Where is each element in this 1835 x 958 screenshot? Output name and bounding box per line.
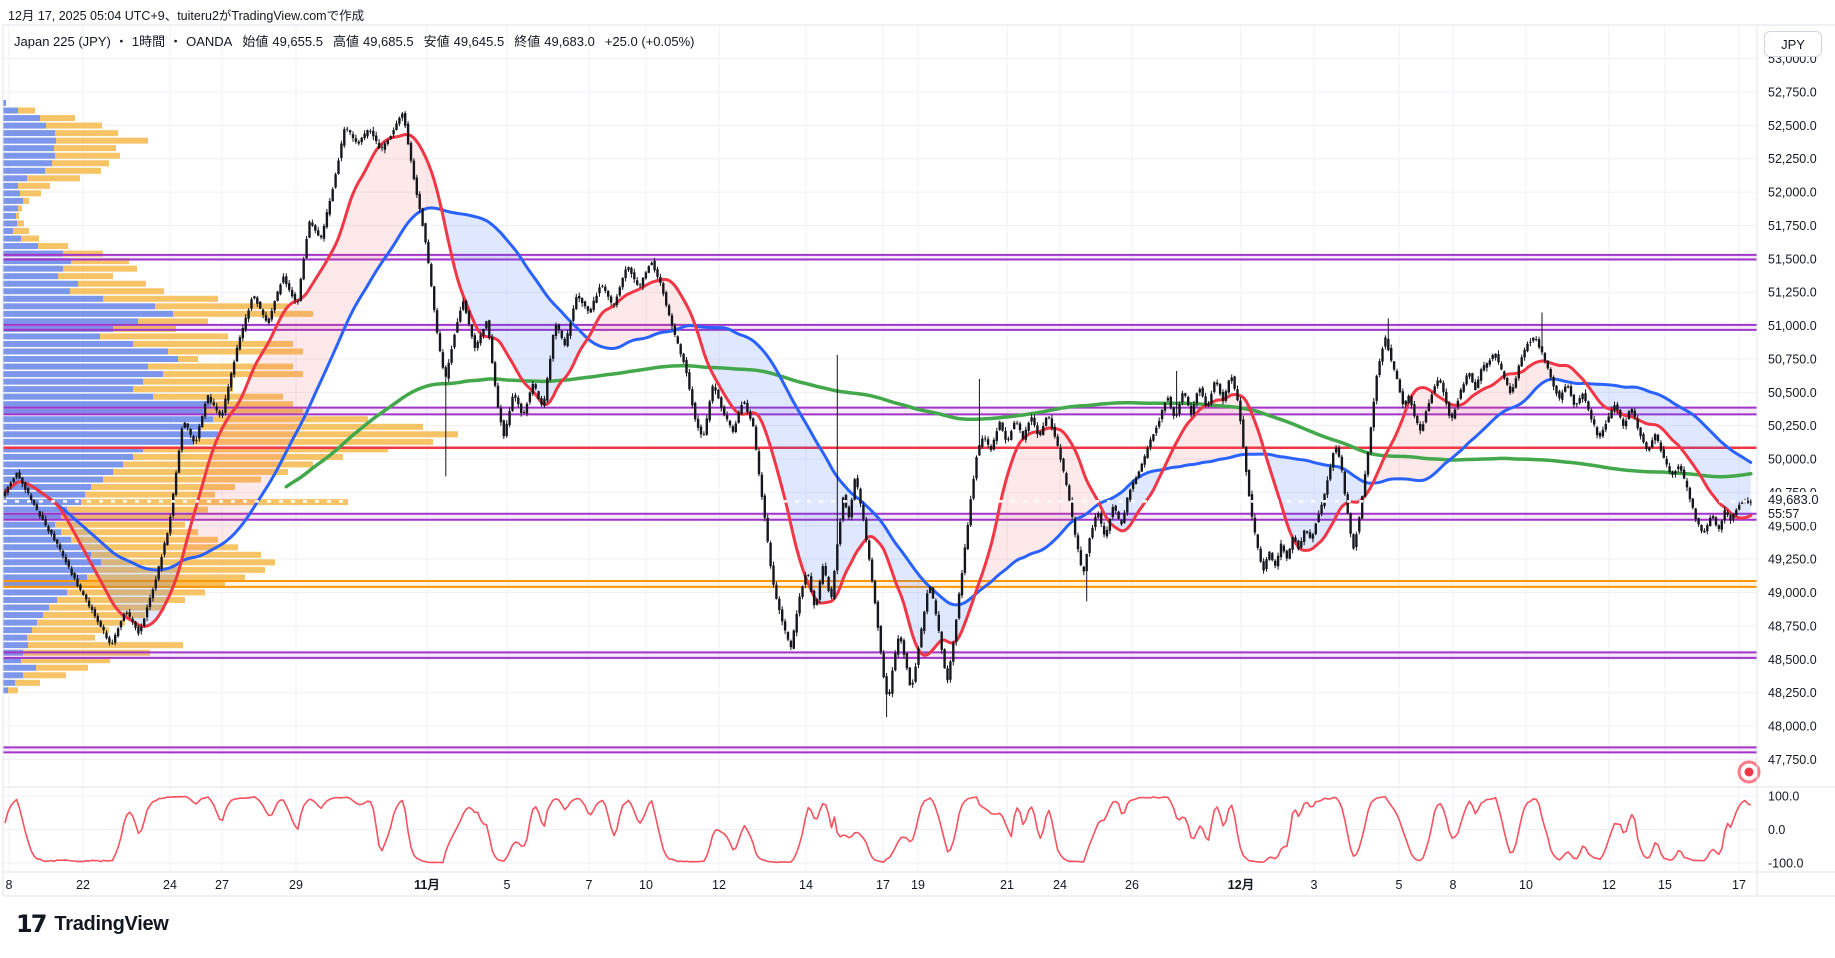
last-price-label: 49,683.0 55:57 bbox=[1758, 492, 1835, 522]
svg-text:47,750.0: 47,750.0 bbox=[1768, 753, 1817, 767]
svg-text:49,000.0: 49,000.0 bbox=[1768, 586, 1817, 600]
oscillator-axis-labels: 100.0 0.0 -100.0 bbox=[1768, 790, 1803, 871]
svg-text:50,500.0: 50,500.0 bbox=[1768, 386, 1817, 400]
open-label: 始値 bbox=[242, 34, 269, 49]
svg-text:51,750.0: 51,750.0 bbox=[1768, 219, 1817, 233]
svg-text:51,500.0: 51,500.0 bbox=[1768, 252, 1817, 266]
svg-text:50,000.0: 50,000.0 bbox=[1768, 453, 1817, 467]
svg-text:7: 7 bbox=[586, 878, 593, 892]
grid-layer bbox=[3, 25, 1757, 872]
svg-text:11月: 11月 bbox=[414, 878, 440, 892]
svg-text:48,750.0: 48,750.0 bbox=[1768, 619, 1817, 633]
svg-text:5: 5 bbox=[1396, 878, 1403, 892]
bullseye-icon bbox=[1737, 760, 1761, 784]
ma-ribbon bbox=[3, 132, 1753, 657]
svg-text:24: 24 bbox=[1053, 878, 1067, 892]
svg-text:48,500.0: 48,500.0 bbox=[1768, 653, 1817, 667]
svg-text:51,250.0: 51,250.0 bbox=[1768, 286, 1817, 300]
high-value: 49,685.5 bbox=[362, 34, 414, 49]
svg-text:0.0: 0.0 bbox=[1768, 823, 1785, 837]
svg-text:15: 15 bbox=[1658, 878, 1672, 892]
svg-text:51,000.0: 51,000.0 bbox=[1768, 319, 1817, 333]
volume-profile bbox=[3, 100, 458, 694]
pane-borders bbox=[2, 24, 1835, 897]
time-axis-labels[interactable]: 8 22 24 27 29 11月 5 7 10 12 14 17 19 21 24 26 12月 3 5 8 10 12… bbox=[6, 878, 1746, 892]
svg-text:49,250.0: 49,250.0 bbox=[1768, 553, 1817, 567]
svg-text:48,250.0: 48,250.0 bbox=[1768, 686, 1817, 700]
svg-text:50,250.0: 50,250.0 bbox=[1768, 419, 1817, 433]
separator: ・ bbox=[114, 34, 128, 49]
change-value: +25.0 (+0.05%) bbox=[604, 34, 695, 49]
svg-text:12: 12 bbox=[712, 878, 726, 892]
svg-text:8: 8 bbox=[1450, 878, 1457, 892]
svg-text:10: 10 bbox=[1519, 878, 1533, 892]
separator: ・ bbox=[169, 34, 183, 49]
open-value: 49,655.5 bbox=[272, 34, 323, 49]
svg-text:48,000.0: 48,000.0 bbox=[1768, 720, 1817, 734]
svg-text:27: 27 bbox=[215, 878, 229, 892]
svg-text:14: 14 bbox=[799, 878, 813, 892]
svg-text:52,750.0: 52,750.0 bbox=[1768, 85, 1817, 99]
svg-text:19: 19 bbox=[911, 878, 925, 892]
svg-text:52,250.0: 52,250.0 bbox=[1768, 152, 1817, 166]
high-label: 高値 bbox=[332, 34, 359, 49]
svg-text:22: 22 bbox=[76, 878, 90, 892]
svg-text:21: 21 bbox=[1000, 878, 1014, 892]
price-levels bbox=[3, 253, 1757, 754]
bar-countdown: 55:57 bbox=[1768, 507, 1800, 521]
currency-toggle-button[interactable]: JPY bbox=[1764, 31, 1822, 57]
svg-text:52,500.0: 52,500.0 bbox=[1768, 119, 1817, 133]
interval-label[interactable]: 1時間 bbox=[131, 34, 166, 49]
candlestick-layer bbox=[3, 111, 1752, 718]
svg-text:50,750.0: 50,750.0 bbox=[1768, 352, 1817, 366]
svg-text:3: 3 bbox=[1311, 878, 1318, 892]
creation-info-text: 12月 17, 2025 05:04 UTC+9、tuiteru2がTradin… bbox=[8, 9, 365, 23]
svg-text:17: 17 bbox=[1732, 878, 1746, 892]
svg-text:24: 24 bbox=[163, 878, 177, 892]
tradingview-logo[interactable]: 17 TradingView bbox=[16, 910, 169, 938]
svg-text:12: 12 bbox=[1602, 878, 1616, 892]
low-label: 安値 bbox=[423, 34, 450, 49]
svg-text:12月: 12月 bbox=[1228, 878, 1254, 892]
exchange-label: OANDA bbox=[186, 34, 233, 49]
svg-text:49,500.0: 49,500.0 bbox=[1768, 519, 1817, 533]
tradingview-logo-text: TradingView bbox=[54, 912, 169, 935]
svg-text:-100.0: -100.0 bbox=[1768, 857, 1803, 871]
symbol-legend[interactable]: Japan 225 (JPY) ・ 1時間・ OANDA 始値 49,655.5 高値 49,… bbox=[14, 31, 698, 50]
svg-text:17: 17 bbox=[876, 878, 890, 892]
low-value: 49,645.5 bbox=[453, 34, 505, 49]
svg-text:26: 26 bbox=[1125, 878, 1139, 892]
tradingview-logo-icon: 17 bbox=[16, 910, 47, 938]
svg-text:52,000.0: 52,000.0 bbox=[1768, 186, 1817, 200]
svg-text:29: 29 bbox=[289, 878, 303, 892]
price-axis-labels: 47,750.0 48,000.0 48,250.0 48,500.0 48,750.0… bbox=[1768, 52, 1817, 767]
svg-text:100.0: 100.0 bbox=[1768, 790, 1799, 804]
svg-text:8: 8 bbox=[6, 878, 13, 892]
svg-text:5: 5 bbox=[504, 878, 511, 892]
symbol-name[interactable]: Japan 225 (JPY) bbox=[14, 34, 111, 49]
close-value: 49,683.0 bbox=[544, 34, 595, 49]
close-label: 終値 bbox=[514, 34, 541, 49]
oscillator-layer bbox=[4, 795, 1752, 864]
svg-text:10: 10 bbox=[639, 878, 653, 892]
last-price-value: 49,683.0 bbox=[1768, 492, 1819, 507]
